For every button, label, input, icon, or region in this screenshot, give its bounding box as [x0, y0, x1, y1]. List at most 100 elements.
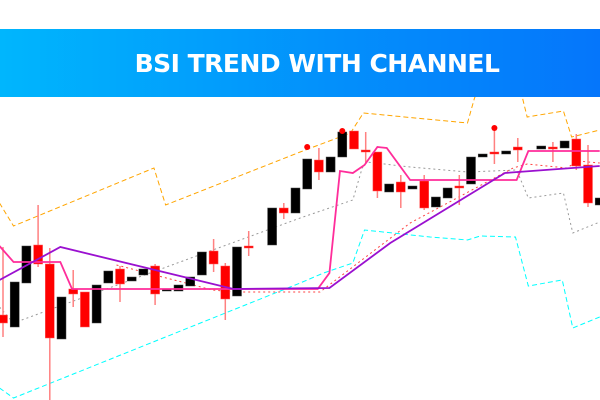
candle-body — [594, 197, 600, 206]
bear-candle — [80, 291, 90, 328]
candle-body — [91, 284, 102, 324]
bear-candle — [372, 151, 383, 198]
candle-body — [349, 130, 359, 150]
candle-body — [33, 244, 43, 265]
upper-channel-line — [0, 69, 600, 227]
candle-body — [197, 251, 207, 276]
bear-candle — [208, 239, 219, 272]
bear-candle — [571, 134, 582, 170]
candle-body — [173, 284, 184, 292]
bull-candle — [536, 145, 546, 150]
bull-candle — [594, 197, 600, 206]
middle-line-line — [0, 161, 600, 324]
bear-candle — [0, 247, 8, 337]
candle-body — [419, 180, 429, 209]
bull-candle — [185, 276, 195, 287]
bull-candle — [267, 207, 277, 246]
lower-channel-line — [0, 229, 600, 399]
bull-candle — [302, 158, 312, 190]
candle-body — [103, 270, 114, 284]
bear-candle — [115, 266, 125, 302]
candle-body — [220, 265, 231, 300]
candle-body — [126, 276, 137, 282]
bear-candle — [314, 148, 324, 180]
bear-candle — [513, 138, 523, 162]
bull-candle — [325, 156, 336, 173]
candle-body — [442, 187, 453, 199]
candle-body — [489, 151, 500, 155]
bull-candle — [501, 150, 511, 155]
bull-candle — [173, 284, 184, 292]
bull-candle — [91, 284, 102, 324]
candle-body — [45, 263, 55, 339]
title-banner: BSI TREND WITH CHANNEL — [0, 29, 600, 97]
candle-body — [0, 314, 8, 324]
candle-body — [150, 265, 160, 295]
candle-body — [232, 246, 242, 297]
bear-candle — [243, 231, 254, 256]
bear-candle — [45, 248, 55, 400]
signal-dot — [491, 125, 498, 131]
bull-candle — [407, 185, 418, 190]
purple-line-line — [0, 165, 600, 290]
bull-candle — [9, 281, 20, 328]
candle-body — [407, 185, 418, 190]
bear-candle — [33, 205, 43, 267]
candle-body — [431, 196, 441, 208]
signal-dot — [339, 128, 346, 134]
bull-candle — [126, 276, 137, 282]
candle-body — [536, 145, 546, 150]
candle-body — [337, 131, 348, 158]
bull-candle — [56, 296, 67, 340]
candle-body — [501, 150, 511, 155]
bear-candle — [349, 130, 359, 150]
pink-line-line — [0, 146, 600, 290]
candle-body — [185, 276, 195, 287]
bull-candle — [442, 187, 453, 199]
bear-candle — [279, 203, 289, 219]
candle-body — [115, 268, 125, 285]
bear-candle — [360, 132, 371, 163]
candle-body — [454, 185, 465, 189]
candle-body — [360, 149, 371, 153]
candle-body — [208, 250, 219, 265]
bull-candle — [197, 251, 207, 276]
candle-body — [302, 158, 312, 190]
candle-body — [9, 281, 20, 328]
candle-body — [548, 146, 558, 150]
bear-candle — [583, 145, 593, 207]
bear-candle — [548, 142, 558, 162]
bull-candle — [477, 153, 488, 158]
candle-body — [279, 207, 289, 214]
candle-body — [267, 207, 277, 246]
bull-candle — [431, 196, 441, 208]
candle-body — [466, 156, 476, 185]
candle-body — [396, 181, 406, 193]
bear-candle — [396, 175, 406, 208]
candle-body — [513, 146, 523, 151]
candle-body — [384, 183, 394, 193]
candle-body — [80, 291, 90, 328]
candle-body — [571, 138, 582, 167]
bear-candle — [220, 263, 231, 320]
red-dotted-line — [116, 160, 600, 293]
candle-body — [56, 296, 67, 340]
bull-candle — [138, 268, 149, 276]
candle-body — [243, 245, 254, 249]
bear-candle — [489, 128, 500, 164]
bull-candle — [337, 131, 348, 158]
candle-body — [372, 151, 383, 192]
signal-dot — [304, 144, 311, 150]
candle-body — [477, 153, 488, 158]
bull-candle — [466, 156, 476, 185]
bull-candle — [232, 246, 242, 297]
candle-body — [314, 159, 324, 173]
bull-candle — [290, 187, 301, 214]
bull-candle — [559, 140, 570, 149]
candle-body — [325, 156, 336, 173]
bull-candle — [384, 183, 394, 193]
bull-candle — [103, 270, 114, 284]
candle-body — [290, 187, 301, 214]
candle-body — [583, 164, 593, 204]
